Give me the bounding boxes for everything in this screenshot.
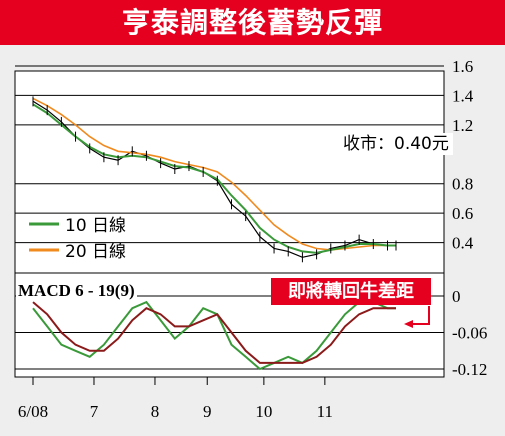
x-tick-labels: 6/08 7 8 9 10 11 bbox=[18, 377, 333, 421]
price-y-tick-labels: 0.4 0.6 0.8 1.2 1.4 1.6 bbox=[452, 57, 474, 253]
closing-price-label: 收市：0.40元 bbox=[339, 133, 453, 155]
chart-title: 亨泰調整後蓄勢反彈 bbox=[0, 0, 505, 45]
legend: 10 日線 20 日線 bbox=[29, 216, 126, 262]
macd-y-tick-labels: 0 -0.06 -0.12 bbox=[452, 287, 487, 379]
x-tick-label: 7 bbox=[90, 402, 99, 421]
price-y-tick-label: 1.4 bbox=[452, 86, 474, 105]
x-tick-label: 10 bbox=[255, 402, 272, 421]
x-tick-label: 8 bbox=[151, 402, 160, 421]
price-y-tick-label: 0.4 bbox=[452, 234, 474, 253]
callout-arrowhead bbox=[404, 320, 413, 328]
macd-label: MACD 6 - 19(9) bbox=[16, 281, 137, 301]
price-y-tick-label: 0.8 bbox=[452, 175, 473, 194]
price-series bbox=[32, 96, 397, 263]
legend-ma20-label: 20 日線 bbox=[65, 242, 126, 262]
price-gridlines bbox=[15, 65, 444, 244]
callout-arrow bbox=[412, 306, 430, 325]
macd-y-tick-label: 0 bbox=[452, 287, 461, 306]
macd-signal-line bbox=[32, 301, 396, 364]
price-panel bbox=[14, 70, 445, 274]
macd-y-tick-label: -0.12 bbox=[452, 360, 487, 379]
x-tick-label: 9 bbox=[203, 402, 212, 421]
price-y-tick-label: 0.6 bbox=[452, 204, 473, 223]
x-tick-label: 11 bbox=[317, 402, 333, 421]
callout-label: 即將轉回牛差距 bbox=[271, 278, 431, 305]
price-y-tick-label: 1.6 bbox=[452, 57, 473, 76]
price-y-tick-label: 1.2 bbox=[452, 116, 473, 135]
legend-ma10-label: 10 日線 bbox=[65, 216, 126, 236]
macd-series bbox=[32, 300, 396, 371]
macd-y-tick-label: -0.06 bbox=[452, 324, 487, 343]
x-tick-label: 6/08 bbox=[18, 402, 48, 421]
stock-chart: 0.4 0.6 0.8 1.2 1.4 1.6 0 -0.06 -0.12 6/08 7 8 9 10… bbox=[14, 57, 487, 421]
